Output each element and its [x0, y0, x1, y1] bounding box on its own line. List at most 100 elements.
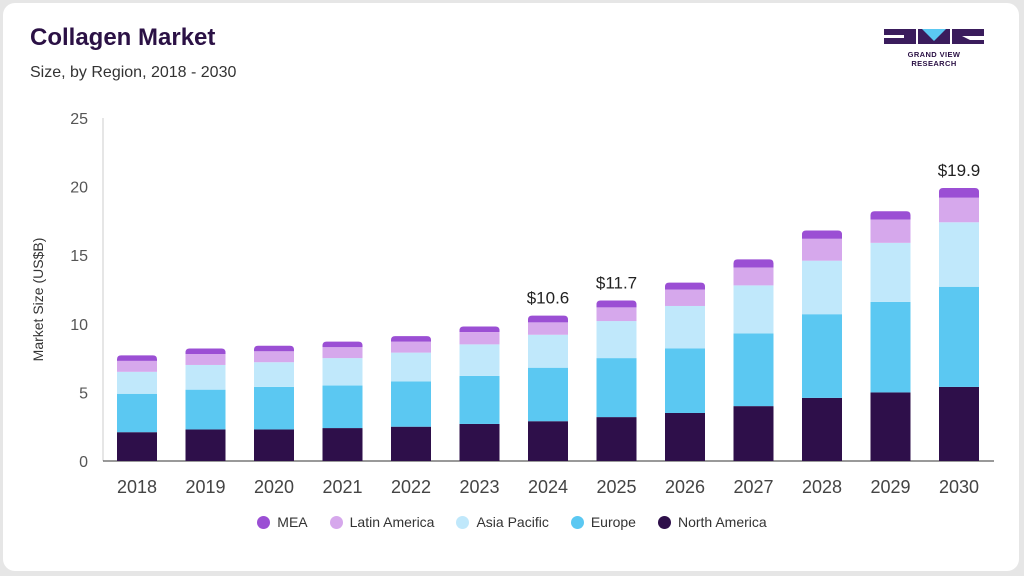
bar-segment — [733, 406, 774, 461]
bar-segment — [939, 286, 979, 387]
x-tick-label: 2024 — [528, 477, 568, 497]
bar-segment — [528, 334, 568, 368]
bar-segment — [322, 428, 363, 461]
bar-segment — [391, 352, 431, 382]
bar-segment — [802, 238, 842, 261]
x-tick-label: 2029 — [870, 477, 910, 497]
bar-segment — [459, 423, 500, 461]
bar-segment — [391, 381, 431, 427]
bar-segment — [665, 305, 705, 349]
bar-segment — [254, 429, 294, 461]
x-tick-label: 2028 — [802, 477, 842, 497]
bar-segment — [596, 321, 637, 359]
y-tick-label: 20 — [70, 180, 88, 197]
legend-item: MEA — [257, 514, 308, 530]
bar-segment — [870, 392, 911, 461]
bar-segment — [939, 197, 979, 223]
bar-segment — [939, 386, 979, 461]
bar-segment — [254, 345, 294, 352]
legend-label: Europe — [590, 514, 636, 530]
x-tick-label: 2020 — [254, 477, 294, 497]
chart-card — [3, 3, 1019, 571]
bar-segment — [528, 367, 568, 422]
grand-view-research-logo-icon — [884, 29, 984, 44]
bar-segment — [939, 187, 979, 198]
legend-item: North America — [657, 514, 767, 530]
bar-segment — [939, 222, 979, 287]
bar-segment — [733, 259, 774, 268]
bar-segment — [117, 432, 157, 461]
bar-segment — [665, 412, 705, 461]
bar-segment — [391, 336, 431, 342]
x-tick-label: 2018 — [117, 477, 157, 497]
bar-segment — [185, 429, 226, 461]
bar-segment — [528, 322, 568, 335]
bar-segment — [185, 364, 226, 390]
bar-segment — [459, 332, 500, 345]
bar-segment — [665, 289, 705, 306]
bar-segment — [391, 426, 431, 461]
bar-segment — [733, 333, 774, 407]
bar-segment — [117, 360, 157, 372]
bar-segment — [665, 282, 705, 290]
legend-label: North America — [677, 514, 767, 530]
legend-label: MEA — [277, 514, 308, 530]
y-tick-label: 0 — [79, 454, 88, 471]
bar-segment — [870, 219, 911, 243]
bar-segment — [596, 358, 637, 418]
bar-segment — [254, 362, 294, 387]
bar-segment — [665, 348, 705, 413]
bar-segment — [117, 371, 157, 394]
bar-segment — [185, 353, 226, 365]
y-tick-label: 25 — [70, 111, 88, 128]
bar-segment — [322, 385, 363, 429]
chart-title: Collagen Market — [30, 24, 216, 51]
legend-swatch — [329, 515, 343, 529]
legend-swatch — [257, 515, 271, 529]
bar-segment — [391, 341, 431, 353]
bar-segment — [185, 348, 226, 354]
bar-segment — [254, 351, 294, 363]
bar-segment — [596, 307, 637, 322]
bar-segment — [254, 386, 294, 430]
bar-segment — [596, 417, 637, 461]
legend-item: Asia Pacific — [456, 514, 549, 530]
bar-segment — [802, 260, 842, 315]
data-label: $19.9 — [938, 161, 981, 180]
bar-segment — [185, 389, 226, 430]
x-tick-label: 2023 — [459, 477, 499, 497]
y-axis-label: Market Size (US$B) — [30, 238, 46, 362]
data-label: $11.7 — [596, 273, 637, 292]
bar-segment — [117, 393, 157, 433]
bar-segment — [322, 341, 363, 348]
bar-segment — [596, 300, 637, 308]
legend-item: Europe — [570, 514, 636, 530]
legend-label: Latin America — [349, 514, 435, 530]
bar-segment — [459, 326, 500, 333]
bar-segment — [528, 421, 568, 461]
legend-swatch — [456, 515, 470, 529]
legend-item: Latin America — [329, 514, 435, 530]
bar-segment — [322, 358, 363, 386]
logo-text: GRAND VIEW RESEARCH — [907, 50, 961, 68]
bar-segment — [733, 267, 774, 286]
x-tick-label: 2030 — [939, 477, 979, 497]
y-tick-label: 5 — [79, 385, 88, 402]
legend-swatch — [657, 515, 671, 529]
bar-segment — [870, 301, 911, 393]
data-label: $10.6 — [527, 289, 570, 308]
x-tick-label: 2025 — [596, 477, 636, 497]
bar-segment — [322, 347, 363, 359]
bar-segment — [459, 375, 500, 424]
bar-segment — [802, 230, 842, 239]
chart-legend: MEA Latin America Asia Pacific Europe North … — [0, 514, 1024, 530]
x-tick-label: 2022 — [391, 477, 431, 497]
y-tick-label: 15 — [70, 248, 88, 265]
bar-segment — [459, 344, 500, 376]
x-tick-label: 2021 — [322, 477, 362, 497]
x-tick-label: 2019 — [185, 477, 225, 497]
x-tick-label: 2026 — [665, 477, 705, 497]
bar-segment — [802, 314, 842, 398]
y-tick-label: 10 — [70, 317, 88, 334]
